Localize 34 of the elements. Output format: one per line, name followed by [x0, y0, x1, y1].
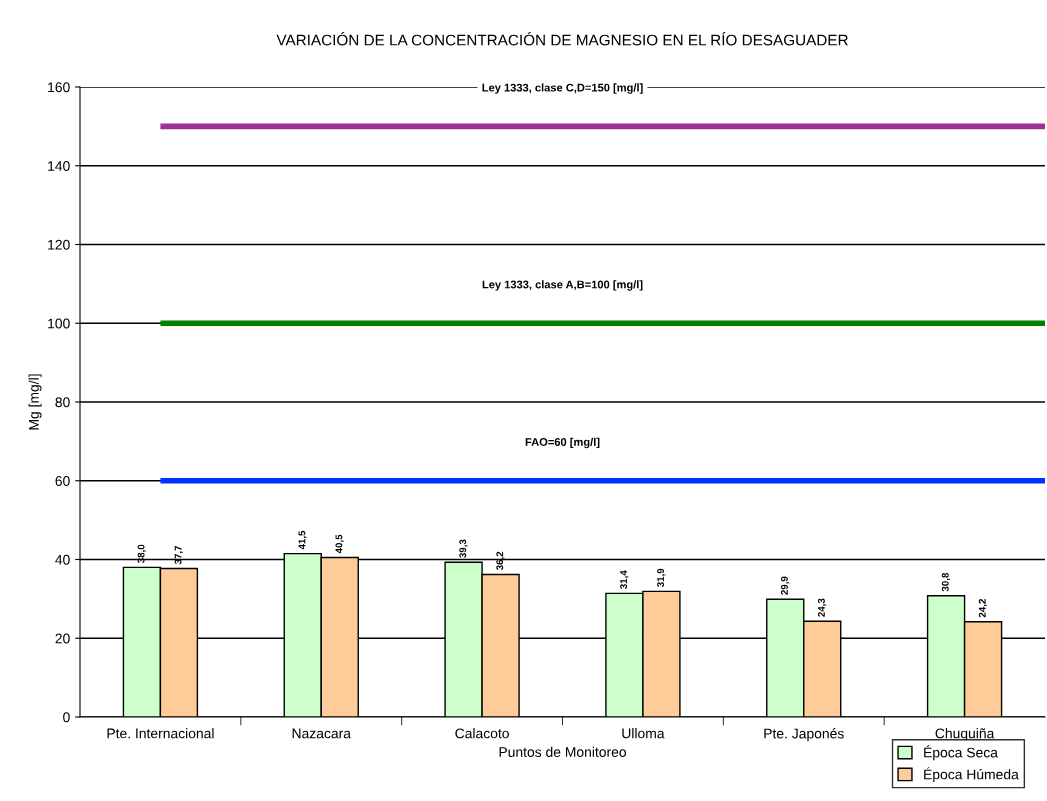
data-label: 24,3	[817, 598, 827, 617]
data-label: 36,2	[496, 551, 505, 571]
data-label: 31,4	[620, 570, 629, 589]
y-tick-label: 140	[48, 161, 70, 171]
legend-label: Época Seca	[924, 745, 998, 761]
y-axis-title: Mg [mg/l]	[28, 374, 42, 430]
y-tick-label: 40	[55, 554, 70, 565]
y-tick-label: 60	[55, 476, 70, 486]
x-tick-label: Pte. Internacional	[107, 728, 214, 739]
data-label: 31,9	[657, 568, 666, 587]
x-tick-label: Chuquiña	[935, 728, 995, 742]
data-label: 40,5	[335, 534, 344, 554]
y-tick-label: 20	[55, 633, 70, 644]
y-tick-label: 120	[48, 239, 70, 250]
data-label: 29,9	[780, 576, 790, 595]
data-label: 24,2	[978, 599, 988, 618]
ref-line-label: Ley 1333, clase A,B=100 [mg/l]	[482, 280, 643, 291]
x-tick-label: Ulloma	[622, 728, 665, 739]
x-tick-label: Pte. Japonés	[764, 728, 844, 742]
x-axis-title: Puntos de Monitoreo	[499, 746, 627, 757]
data-label: 37,7	[174, 545, 183, 565]
x-tick-label: Nazacara	[292, 728, 351, 739]
x-tick-label: Calacoto	[455, 728, 509, 739]
y-tick-label: 0	[63, 712, 70, 723]
ref-line-label: Ley 1333, clase C,D=150 [mg/l]	[482, 83, 643, 94]
data-label: 41,5	[298, 530, 307, 550]
y-tick-label: 160	[48, 82, 70, 93]
chart-title: VARIACIÓN DE LA CONCENTRACIÓN DE MAGNESIO EN EL RÍO DESAGUADER	[276, 32, 848, 46]
y-tick-label: 80	[55, 397, 70, 408]
data-label: 30,8	[941, 572, 951, 592]
data-label: 39,3	[459, 539, 468, 558]
y-tick-label: 100	[48, 318, 70, 329]
ref-line-label: FAO=60 [mg/l]	[525, 437, 600, 449]
legend-label: Época Húmeda	[924, 767, 1019, 783]
